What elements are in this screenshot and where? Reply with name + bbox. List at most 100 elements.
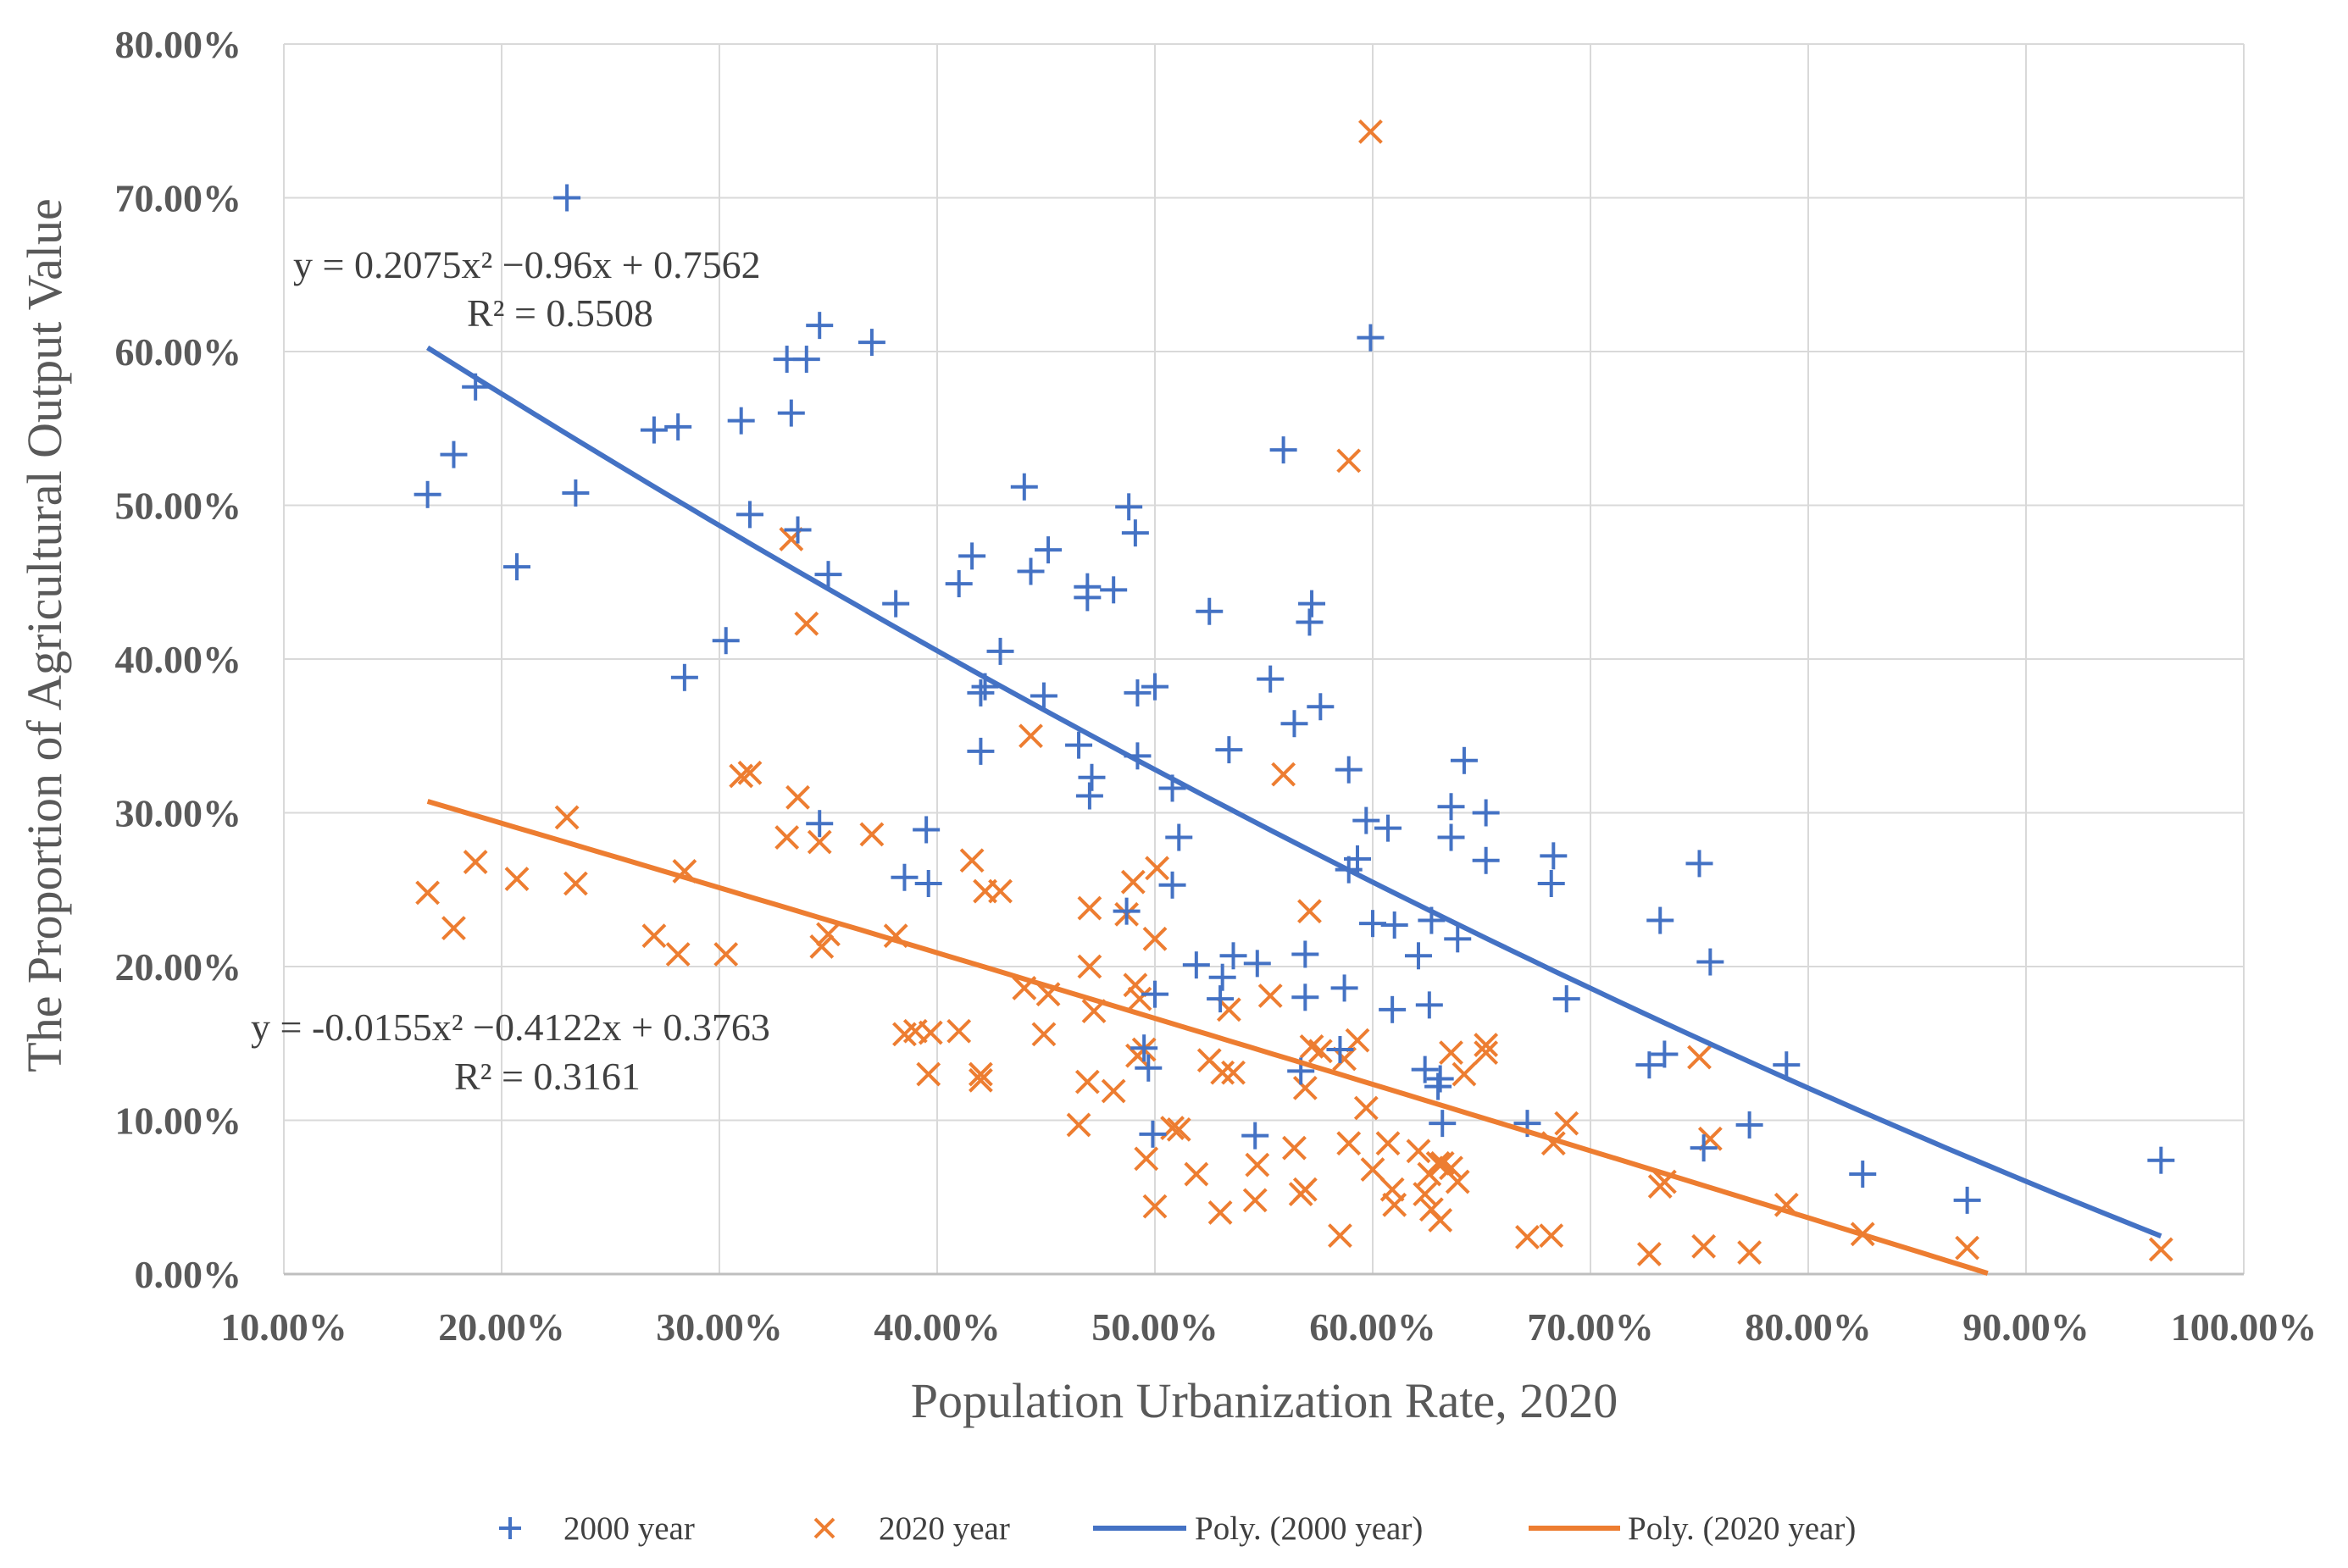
data-point-2020-year (1210, 1060, 1235, 1085)
y-tick-label: 80.00% (115, 23, 242, 66)
data-point-2020-year (1019, 723, 1043, 749)
data-point-2000-year (913, 816, 941, 844)
trendline-2020-r2: R² = 0.3161 (454, 1055, 641, 1098)
data-point-2020-year (1375, 1131, 1401, 1156)
data-point-2000-year (1257, 665, 1285, 693)
data-point-2020-year (1413, 1182, 1438, 1207)
data-point-2000-year (784, 516, 812, 544)
data-point-2000-year (1646, 906, 1674, 934)
data-point-2020-year (1307, 1039, 1333, 1064)
data-point-2020-year (1077, 895, 1102, 921)
data-point-2020-year (1691, 1233, 1717, 1259)
legend-label-2020-year: 2020 year (879, 1510, 1010, 1547)
data-point-2000-year (1196, 597, 1224, 625)
data-point-2000-year (1017, 557, 1045, 585)
data-point-2000-year (1411, 1055, 1439, 1083)
data-point-2020-year (1539, 1223, 1564, 1249)
data-point-2020-year (1336, 1131, 1362, 1156)
data-point-2000-year (1135, 1054, 1163, 1082)
data-point-2000-year (1357, 324, 1385, 352)
legend-cross-marker (813, 1517, 835, 1539)
data-point-2020-year (1074, 1069, 1100, 1094)
data-point-2020-year (1687, 1044, 1712, 1070)
data-point-2020-year (1245, 1152, 1270, 1177)
data-point-2020-year (1292, 1075, 1318, 1100)
data-point-2000-year (1158, 871, 1186, 899)
data-point-2020-year (1221, 1060, 1246, 1085)
data-point-2000-year (727, 407, 755, 435)
data-point-2020-year (807, 829, 832, 855)
data-point-2000-year (1426, 1065, 1454, 1093)
y-tick-label: 60.00% (115, 330, 242, 374)
data-point-2000-year (1139, 1120, 1167, 1148)
data-point-2000-year (1010, 473, 1038, 501)
data-point-2000-year (958, 542, 986, 570)
data-point-2000-year (440, 440, 468, 468)
legend-marker-2020-year (813, 1517, 835, 1539)
data-point-2000-year (1404, 942, 1432, 970)
y-tick-label: 10.00% (115, 1100, 242, 1143)
data-point-2000-year (502, 553, 530, 581)
data-point-2000-year (1165, 823, 1193, 851)
x-tick-label: 20.00% (438, 1305, 565, 1349)
data-point-2020-year (918, 1020, 943, 1045)
data-point-2000-year (858, 329, 885, 357)
data-point-2020-year (463, 850, 488, 874)
data-point-2020-year (1382, 1192, 1407, 1217)
data-point-2000-year (414, 480, 441, 508)
data-point-2000-year (1208, 963, 1236, 991)
data-point-2000-year (1291, 940, 1319, 968)
data-point-2020-year (1120, 869, 1146, 895)
data-point-2020-year (1554, 1111, 1579, 1136)
y-tick-label: 20.00% (115, 945, 242, 989)
data-point-2020-year (1328, 1223, 1352, 1249)
data-point-2000-year (1219, 942, 1247, 970)
data-point-2000-year (1374, 814, 1402, 842)
data-point-2000-year (1429, 1110, 1457, 1138)
data-point-2000-year (986, 637, 1014, 665)
data-point-2000-year (1035, 536, 1063, 564)
data-point-2020-year (1271, 762, 1296, 787)
data-point-2020-year (1636, 1241, 1662, 1266)
data-point-2000-year (945, 570, 973, 598)
x-axis-title: Population Urbanization Rate, 2020 (911, 1373, 1618, 1428)
data-point-2000-year (1953, 1186, 1981, 1214)
data-point-2000-year (1296, 608, 1324, 636)
data-point-2000-year (1141, 980, 1168, 1008)
x-tick-label: 100.00% (2171, 1305, 2317, 1349)
data-point-2000-year (1472, 846, 1500, 874)
data-point-2000-year (967, 737, 995, 765)
data-point-2020-year (1123, 972, 1148, 998)
y-tick-label: 70.00% (115, 177, 242, 220)
data-point-2000-year (1380, 911, 1408, 939)
x-tick-label: 90.00% (1962, 1305, 2090, 1349)
data-point-2020-year (1474, 1033, 1499, 1057)
data-point-2000-year (1115, 493, 1143, 521)
data-point-2000-year (1552, 985, 1580, 1013)
data-point-2000-year (1437, 823, 1465, 851)
data-point-2020-year (1031, 1022, 1057, 1047)
data-point-2020-year (1066, 1112, 1091, 1138)
data-point-2000-year (1326, 1036, 1354, 1064)
data-point-2020-year (1360, 1157, 1385, 1182)
trendline-poly-2020 (426, 799, 1989, 1276)
data-point-2000-year (1215, 736, 1243, 764)
data-point-2020-year (2148, 1237, 2173, 1262)
data-point-2000-year (1690, 1134, 1718, 1162)
data-point-2020-year (1297, 899, 1322, 924)
data-point-2000-year (1335, 756, 1363, 784)
data-point-2000-year (1065, 731, 1093, 759)
data-point-2020-year (1353, 1095, 1379, 1121)
data-point-2000-year (1472, 799, 1500, 827)
data-point-2000-year (1298, 590, 1326, 618)
data-point-2000-year (1269, 436, 1297, 464)
x-tick-label: 30.00% (656, 1305, 783, 1349)
data-point-2020-year (729, 763, 754, 789)
data-point-2020-year (641, 923, 667, 949)
data-point-2000-year (1124, 679, 1152, 706)
x-tick-label: 40.00% (874, 1305, 1001, 1349)
legend-label-poly-2000: Poly. (2000 year) (1195, 1510, 1423, 1547)
data-point-2000-year (1243, 950, 1271, 978)
data-point-2000-year (1773, 1051, 1801, 1079)
